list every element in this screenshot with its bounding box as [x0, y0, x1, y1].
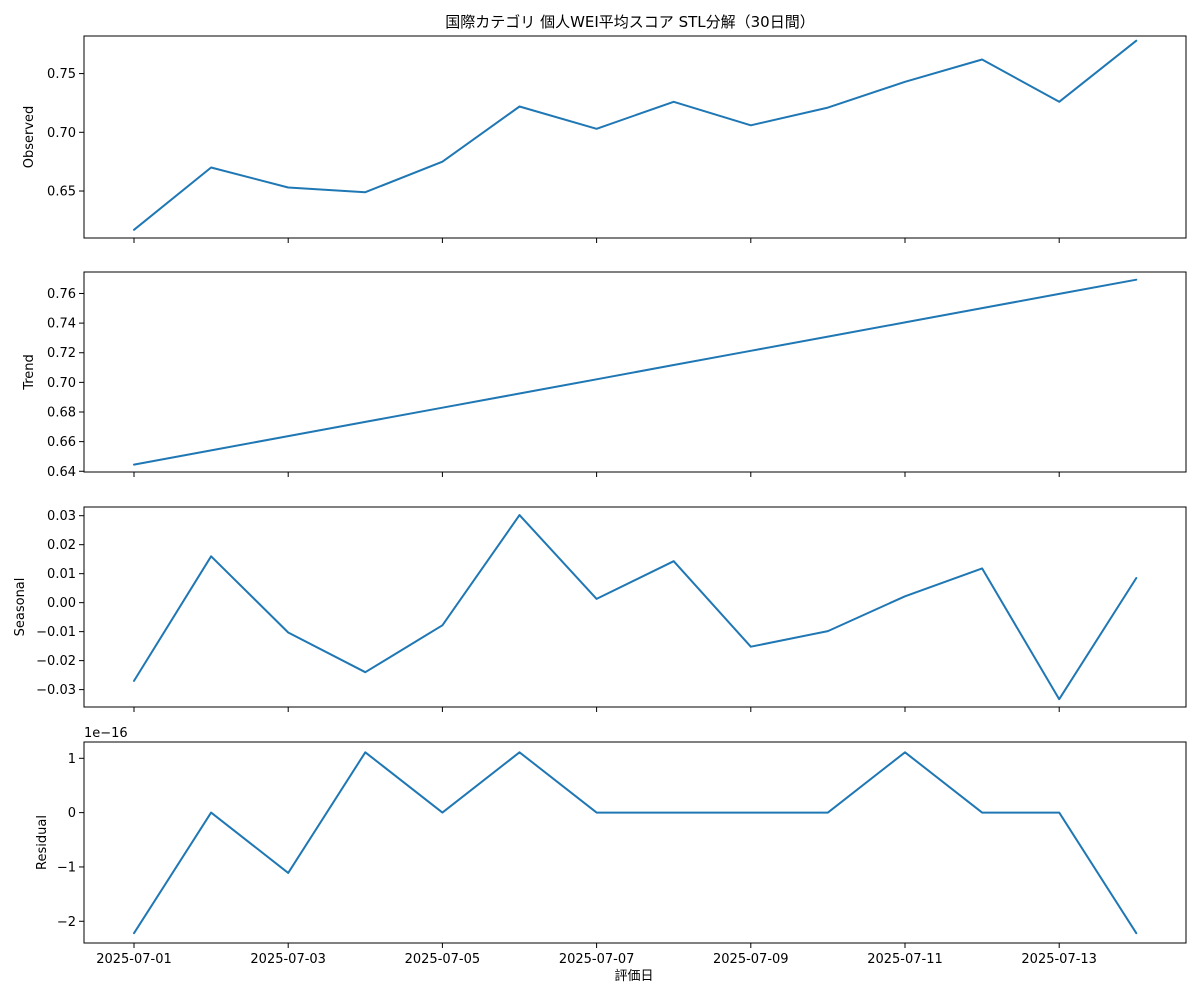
y-axis-title-observed: Observed	[22, 106, 37, 169]
y-tick-label: 0.00	[47, 596, 76, 611]
y-tick-label: −0.01	[36, 625, 76, 640]
y-tick-label: 1	[68, 752, 76, 767]
y-tick-label: 0.75	[47, 67, 76, 82]
panel-trend: 0.64 0.66 0.68 0.70 0.72 0.74 0.76 Trend	[22, 271, 1187, 480]
y-tick-label: 0.65	[47, 185, 76, 200]
x-tick-label: 2025-07-09	[713, 952, 789, 967]
y-tick-label: 0.76	[47, 287, 76, 302]
plot-frame	[83, 35, 1187, 239]
y-offset-label: 1e−16	[84, 726, 128, 741]
y-tick-label: 0.74	[47, 317, 76, 332]
x-tick-label: 2025-07-05	[405, 952, 481, 967]
y-axis-title-trend: Trend	[22, 354, 37, 391]
series-line-residual	[133, 751, 1138, 935]
x-tick-label: 2025-07-01	[96, 952, 172, 967]
y-axis-title-residual: Residual	[35, 815, 50, 870]
y-tick-label: 0.70	[47, 376, 76, 391]
series-line-trend	[133, 278, 1138, 466]
panel-observed: 0.65 0.70 0.75 Observed	[22, 35, 1187, 243]
y-tick-label: 0.02	[47, 538, 76, 553]
chart-title: 国際カテゴリ 個人WEI平均スコア STL分解（30日間）	[445, 13, 814, 31]
series-line-observed	[133, 39, 1138, 231]
panel-seasonal: −0.03 −0.02 −0.01 0.00 0.01 0.02 0.03 Seasonal	[13, 506, 1187, 712]
y-tick-label: 0.68	[47, 406, 76, 421]
y-tick-label: −0.03	[36, 683, 76, 698]
x-tick-label: 2025-07-13	[1021, 952, 1097, 967]
y-tick-label: −1	[57, 860, 76, 875]
y-tick-label: 0.72	[47, 346, 76, 361]
y-axis-title-seasonal: Seasonal	[13, 578, 28, 637]
plot-frame	[83, 506, 1187, 708]
y-tick-label: 0.70	[47, 126, 76, 141]
plot-frame	[83, 741, 1187, 944]
y-tick-label: −2	[57, 915, 76, 930]
plot-frame	[83, 271, 1187, 473]
y-tick-label: 0	[68, 806, 76, 821]
x-tick-label: 2025-07-11	[867, 952, 943, 967]
y-tick-label: 0.03	[47, 509, 76, 524]
series-line-seasonal	[133, 514, 1138, 701]
x-tick-label: 2025-07-07	[559, 952, 635, 967]
panel-residual: −2 −1 0 1 Residual 1e−16	[35, 726, 1187, 948]
y-tick-label: 0.01	[47, 567, 76, 582]
y-tick-label: −0.02	[36, 654, 76, 669]
y-tick-label: 0.64	[47, 465, 76, 480]
y-tick-label: 0.66	[47, 435, 76, 450]
x-tick-label: 2025-07-03	[250, 952, 326, 967]
x-axis-title: 評価日	[614, 969, 653, 984]
